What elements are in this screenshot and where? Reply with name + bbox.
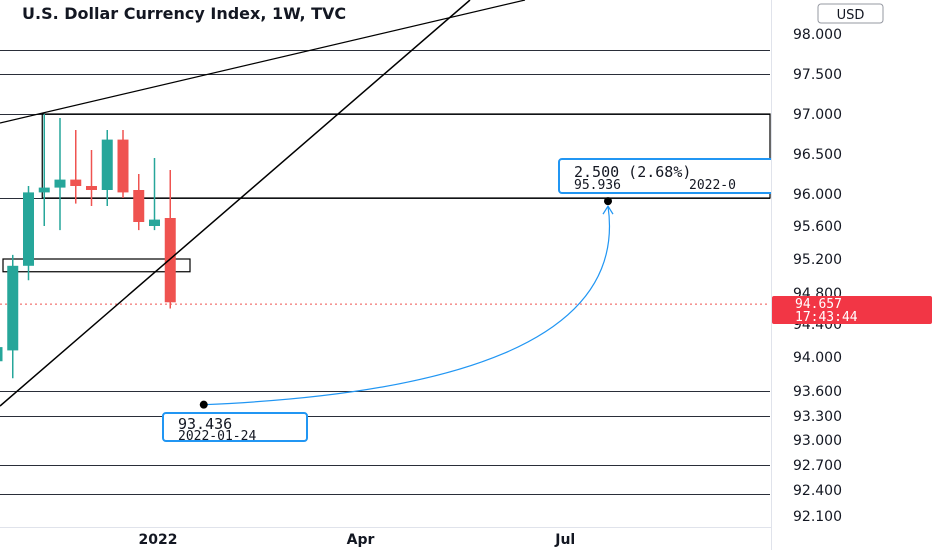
currency-button-label[interactable]: USD [837,8,865,23]
callout-bottom-box [162,412,308,442]
candle-body [23,192,34,266]
candle-body [101,139,113,190]
candle-body [133,190,145,222]
price-tick-label: 92.400 [793,483,842,499]
current-price-tag-countdown: 17:43:44 [795,310,858,325]
callout-bottom: 93.436 2022-01-24 [162,412,308,444]
callout-top: 2.500 (2.68%) 95.936 2022-0 [558,158,780,194]
measure-end-point[interactable] [604,197,612,206]
measure-start-point[interactable] [199,400,208,409]
trend-line-steep[interactable] [0,0,471,407]
horizontal-levels [0,50,770,495]
candle-body [38,187,50,193]
candles [0,114,176,379]
candle-body [86,186,97,190]
rectangle-drawing-top[interactable] [41,113,771,199]
callout-top-change: 2.500 (2.68%) [574,163,691,181]
rectangle-drawing-small[interactable] [2,258,191,273]
price-tick-label: 93.600 [793,384,842,400]
price-tick-label: 94.000 [793,350,842,366]
time-tick-label: Apr [347,532,375,548]
measure-arrow-head [602,204,614,215]
callout-top-price: 95.936 [574,178,621,193]
currency-button[interactable]: USD [817,3,884,24]
price-tick-label: 93.000 [793,433,842,449]
measure-arrow[interactable] [203,206,611,406]
price-tick-label: 95.600 [793,219,842,235]
currency-button-box[interactable] [817,3,884,24]
price-tick-label: 96.000 [793,187,842,203]
time-axis-labels: 2022 Apr Jul [139,532,576,548]
trend-line-shallow[interactable] [0,0,526,124]
callout-bottom-date: 2022-01-24 [178,429,256,444]
price-tick-label: 96.500 [793,147,842,163]
price-tick-label: 92.700 [793,458,842,474]
price-tick-label: 98.000 [793,27,842,43]
time-tick-label: Jul [554,532,575,548]
price-tick-label: 97.500 [793,67,842,83]
callout-top-date: 2022-0 [689,178,736,193]
price-tick-label: 93.300 [793,409,842,425]
candle-body [7,265,19,351]
candle-body [70,179,82,186]
time-tick-label: 2022 [139,532,178,548]
callout-bottom-price: 93.436 [178,415,232,433]
candle-body [117,139,129,193]
candle-body [164,218,176,303]
price-tick-label: 95.200 [793,252,842,268]
price-axis-labels: 98.000 97.500 97.000 96.500 96.000 95.600 95.2… [793,27,842,525]
current-price-tag-box [772,296,932,324]
chart-title: U.S. Dollar Currency Index, 1W, TVC [22,4,346,23]
price-axis-background [772,0,932,550]
candle-body [54,179,66,188]
current-price-tag: 94.657 17:43:44 [772,296,932,325]
candle-body [149,219,160,226]
current-price-tag-price: 94.657 [795,297,842,312]
price-tick-label: 92.100 [793,509,842,525]
candle-body [0,347,3,362]
price-tick-label: 97.000 [793,107,842,123]
